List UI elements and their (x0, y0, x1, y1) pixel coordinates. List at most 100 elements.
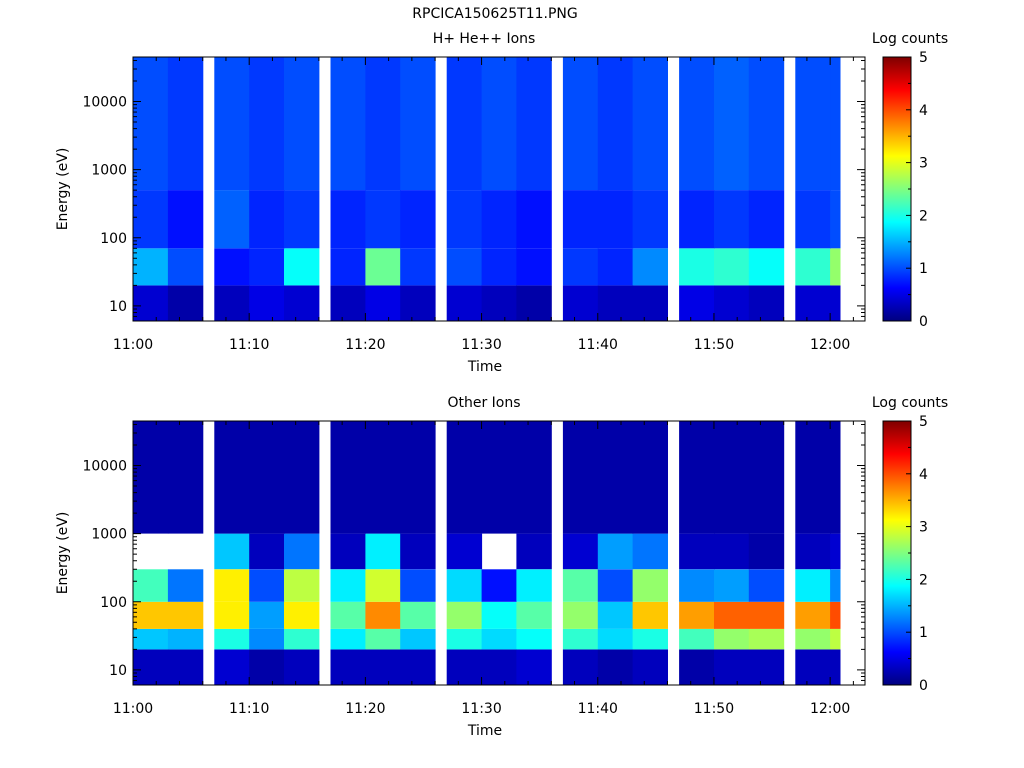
heatmap-cell (562, 649, 599, 685)
heatmap-cell (748, 628, 785, 650)
heatmap-cell (133, 601, 169, 629)
colorbar-tick-label: 5 (919, 50, 928, 66)
panel-title: H+ He++ Ions (433, 31, 536, 47)
y-tick-label: 10000 (82, 459, 127, 475)
heatmap-cell (133, 569, 169, 602)
heatmap-cell (830, 628, 841, 650)
heatmap-cell (249, 285, 285, 321)
heatmap-cell (446, 601, 483, 629)
heatmap-cell (365, 57, 401, 191)
heatmap-cell (562, 421, 599, 534)
heatmap-cell (714, 421, 750, 534)
heatmap-cell (446, 248, 483, 286)
heatmap-cell (830, 190, 841, 249)
heatmap-cell (365, 421, 401, 534)
heatmap-cell (562, 569, 599, 602)
heatmap-cell (446, 285, 483, 321)
heatmap-cell (830, 57, 841, 191)
y-axis-label: Energy (eV) (55, 148, 71, 231)
colorbar-tick-label: 2 (919, 572, 928, 588)
heatmap-cell (446, 569, 483, 602)
x-tick-label: 11:40 (578, 337, 618, 353)
heatmap-cell (597, 421, 634, 534)
figure-title: RPCICA150625T11.PNG (412, 6, 578, 22)
colorbar-tick-label: 1 (919, 625, 928, 641)
heatmap-cell (830, 533, 841, 570)
heatmap-cell (632, 421, 668, 534)
x-tick-label: 11:10 (229, 701, 269, 717)
heatmap-cell (632, 601, 668, 629)
heatmap-cell (330, 248, 366, 286)
x-tick-label: 12:00 (810, 337, 850, 353)
heatmap-cell (597, 190, 634, 249)
heatmap-cell (330, 569, 366, 602)
heatmap-cell (748, 248, 785, 286)
heatmap-cell (133, 248, 169, 286)
heatmap-cell (795, 248, 831, 286)
heatmap-cell (284, 57, 320, 191)
heatmap-cell (632, 533, 668, 570)
y-tick-label: 1000 (91, 163, 127, 179)
x-tick-label: 11:40 (578, 701, 618, 717)
heatmap-cell (330, 533, 366, 570)
heatmap-cell (597, 649, 634, 685)
heatmap-cell (400, 533, 436, 570)
heatmap-cell (679, 649, 715, 685)
heatmap-cell (481, 601, 517, 629)
heatmap-cell (516, 533, 552, 570)
x-tick-label: 11:50 (694, 337, 734, 353)
heatmap-cell (679, 190, 715, 249)
heatmap-cell (830, 285, 841, 321)
heatmap-cell (400, 649, 436, 685)
heatmap-cell (365, 190, 401, 249)
heatmap-cell (446, 649, 483, 685)
heatmap-cell (632, 628, 668, 650)
heatmap-cell (330, 628, 366, 650)
heatmap-cell (481, 57, 517, 191)
heatmap-cell (214, 190, 250, 249)
heatmap-cell (597, 569, 634, 602)
heatmap-cell (249, 569, 285, 602)
x-tick-label: 11:50 (694, 701, 734, 717)
heatmap-cell (679, 248, 715, 286)
heatmap-cell (167, 649, 204, 685)
colorbar-tick-label: 1 (919, 261, 928, 277)
heatmap-cell (214, 421, 250, 534)
heatmap-cell (214, 601, 250, 629)
heatmap-cell (830, 649, 841, 685)
heatmap-cell (748, 57, 785, 191)
heatmap-cell (133, 421, 169, 534)
heatmap-cell (748, 190, 785, 249)
heatmap-cell (167, 285, 204, 321)
heatmap-cell (830, 601, 841, 629)
heatmap-cell (284, 601, 320, 629)
heatmap-cell (284, 285, 320, 321)
heatmap-cell (562, 601, 599, 629)
heatmap-cell (679, 421, 715, 534)
heatmap-cell (795, 421, 831, 534)
heatmap-cell (516, 421, 552, 534)
heatmap-cell (365, 569, 401, 602)
heatmap-cell (748, 421, 785, 534)
heatmap-cell (597, 628, 634, 650)
heatmap-cell (679, 285, 715, 321)
heatmap-cell (679, 57, 715, 191)
heatmap-cell (679, 628, 715, 650)
y-tick-label: 100 (100, 595, 127, 611)
heatmap-cell (516, 285, 552, 321)
heatmap-cell (330, 421, 366, 534)
heatmap-cell (167, 421, 204, 534)
y-axis-label: Energy (eV) (55, 512, 71, 595)
heatmap-cell (133, 649, 169, 685)
heatmap-cell (481, 649, 517, 685)
heatmap-cell (597, 601, 634, 629)
heatmap-cell (795, 601, 831, 629)
heatmap-cell (330, 649, 366, 685)
heatmap-cell (516, 569, 552, 602)
heatmap-cell (714, 248, 750, 286)
x-tick-label: 11:20 (345, 701, 385, 717)
plot-frame (132, 56, 866, 322)
heatmap-cell (365, 601, 401, 629)
x-tick-label: 11:30 (461, 701, 501, 717)
heatmap-cell (400, 601, 436, 629)
